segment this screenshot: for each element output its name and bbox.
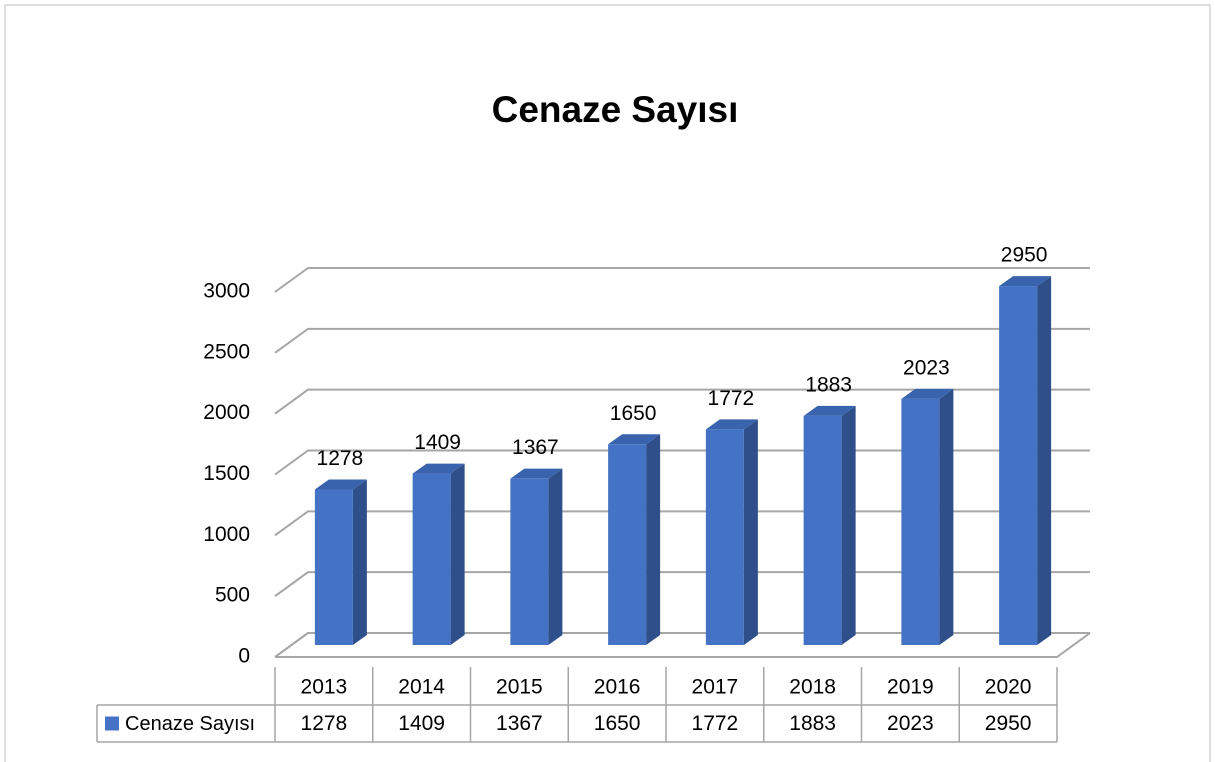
table-value: 1772	[692, 712, 739, 735]
bar-top	[901, 388, 954, 399]
bar-top	[705, 419, 758, 430]
bar-top	[412, 463, 465, 474]
table-value: 1409	[398, 712, 445, 735]
bar-top	[999, 276, 1052, 287]
x-tick-label: 2019	[887, 676, 934, 699]
y-tick-label: 2500	[203, 340, 250, 363]
bar	[705, 419, 758, 645]
bar-top	[608, 434, 661, 445]
x-tick-label: 2018	[789, 676, 836, 699]
y-tick-label: 2000	[203, 401, 250, 424]
bar-front	[803, 415, 842, 645]
bar-side	[841, 405, 856, 645]
table-value: 1278	[301, 712, 348, 735]
bar-front	[901, 398, 940, 645]
chart-title: Cenaze Sayısı	[492, 89, 739, 130]
floor	[275, 632, 1091, 658]
x-tick-label: 2013	[301, 676, 348, 699]
x-tick-label: 2020	[985, 676, 1032, 699]
y-tick-label: 0	[238, 645, 250, 668]
bar-top	[510, 468, 563, 479]
bar	[999, 276, 1052, 645]
x-tick-label: 2014	[398, 676, 445, 699]
y-tick-label: 1500	[203, 462, 250, 485]
y-tick-label: 500	[215, 584, 250, 607]
x-tick-label: 2017	[692, 676, 739, 699]
bar	[412, 463, 465, 645]
table-value: 2023	[887, 712, 934, 735]
data-label: 1883	[805, 373, 852, 396]
bar-side	[646, 434, 661, 645]
bar	[803, 405, 856, 645]
bar-side	[548, 468, 563, 645]
bar-top	[803, 405, 856, 416]
y-tick-label: 1000	[203, 523, 250, 546]
data-label: 1409	[414, 431, 461, 454]
bar-top	[314, 479, 367, 490]
bar-side	[352, 479, 367, 645]
x-tick-label: 2015	[496, 676, 543, 699]
bar-front	[510, 478, 549, 645]
bar-front	[999, 286, 1038, 645]
legend-label: Cenaze Sayısı	[125, 713, 255, 735]
y-tick-label: 3000	[203, 280, 250, 303]
data-label: 2950	[1001, 244, 1048, 267]
bar-front	[314, 489, 353, 645]
data-label: 1278	[317, 447, 364, 470]
data-label: 2023	[903, 356, 950, 379]
bar-front	[608, 444, 647, 645]
bar-front	[412, 473, 451, 645]
table-value: 1367	[496, 712, 543, 735]
bar	[901, 388, 954, 645]
bar	[608, 434, 661, 645]
data-label: 1367	[512, 436, 559, 459]
bar-side	[450, 463, 465, 645]
grid-line	[274, 388, 1090, 415]
bar	[314, 479, 367, 645]
data-label: 1650	[610, 402, 657, 425]
bar-front	[705, 429, 744, 645]
bar	[510, 468, 563, 645]
table-value: 1883	[789, 712, 836, 735]
bar-side	[1037, 276, 1052, 645]
table-value: 2950	[985, 712, 1032, 735]
bar-side	[743, 419, 758, 645]
legend-swatch	[105, 716, 119, 731]
x-tick-label: 2016	[594, 676, 641, 699]
table-value: 1650	[594, 712, 641, 735]
data-label: 1772	[708, 387, 755, 410]
bar-side	[939, 388, 954, 645]
grid-line	[274, 267, 1090, 293]
grid-line	[274, 327, 1090, 354]
